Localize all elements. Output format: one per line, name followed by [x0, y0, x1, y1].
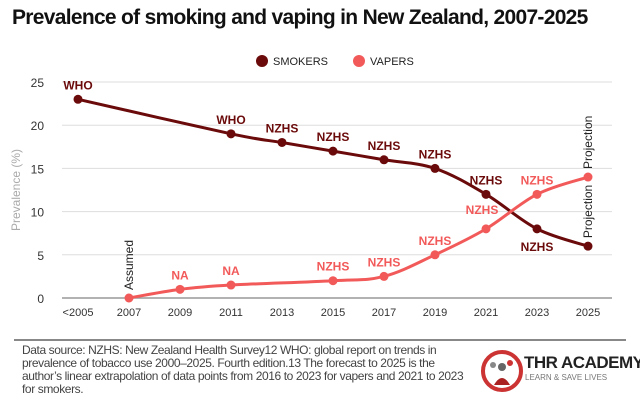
- data-point: [430, 250, 440, 260]
- data-point: [226, 129, 236, 139]
- x-tick-label: 2023: [525, 307, 549, 319]
- point-label: NZHS: [266, 121, 299, 135]
- y-tick-label: 15: [31, 162, 45, 176]
- data-point: [328, 276, 338, 286]
- y-axis-label: Prevalence (%): [9, 149, 23, 231]
- data-point: [481, 189, 491, 199]
- x-tick-label: 2017: [372, 307, 396, 319]
- y-tick-label: 20: [31, 119, 45, 133]
- point-label: WHO: [216, 113, 245, 127]
- x-tick-label: 2013: [270, 307, 294, 319]
- x-tick-label: 2019: [423, 307, 447, 319]
- x-tick-label: 2011: [219, 307, 243, 319]
- point-label: NZHS: [317, 260, 350, 274]
- chart-title: Prevalence of smoking and vaping in New …: [12, 6, 588, 29]
- logo-subtitle: LEARN & SAVE LIVES: [525, 373, 608, 382]
- data-point: [226, 280, 236, 290]
- point-label: NA: [171, 268, 189, 282]
- point-annotation: Assumed: [122, 240, 136, 290]
- point-label: NZHS: [521, 173, 554, 187]
- legend-marker: [256, 55, 268, 67]
- point-label: NZHS: [368, 139, 401, 153]
- source-note: Data source: NZHS: New Zealand Health Su…: [22, 343, 464, 396]
- y-tick-label: 0: [37, 292, 44, 306]
- divider: [14, 339, 626, 341]
- smokers-line: [77, 97, 589, 248]
- data-point: [379, 271, 389, 281]
- x-tick-label: 2025: [576, 307, 600, 319]
- x-tick-label: 2007: [117, 307, 141, 319]
- legend-marker: [353, 55, 365, 67]
- x-tick-label: 2015: [321, 307, 345, 319]
- point-label: NZHS: [317, 130, 350, 144]
- y-tick-label: 10: [31, 206, 45, 220]
- data-point: [73, 94, 83, 104]
- data-point: [124, 293, 134, 303]
- point-annotation: Projection: [581, 116, 595, 169]
- data-point: [532, 189, 542, 199]
- thr-academy-logo: THR ACADEMY LEARN & SAVE LIVES: [480, 345, 640, 395]
- data-point: [379, 155, 389, 165]
- point-annotation: Projection: [581, 185, 595, 238]
- data-point: [430, 163, 440, 173]
- y-tick-label: 25: [31, 76, 45, 90]
- data-point: [481, 224, 491, 234]
- point-label: NZHS: [470, 173, 503, 187]
- logo-emblem-icon: [481, 350, 523, 392]
- point-label: NZHS: [419, 147, 452, 161]
- y-tick-label: 5: [37, 249, 44, 263]
- legend-label: SMOKERS: [273, 56, 328, 68]
- data-point: [583, 172, 593, 182]
- point-label: NZHS: [368, 255, 401, 269]
- x-tick-label: 2009: [168, 307, 192, 319]
- data-point: [583, 241, 593, 251]
- point-label: NZHS: [466, 203, 499, 217]
- point-label: NZHS: [521, 240, 554, 254]
- point-label: WHO: [63, 78, 92, 92]
- point-label: NA: [222, 264, 240, 278]
- logo-title: THR ACADEMY: [524, 353, 640, 372]
- data-point: [328, 146, 338, 156]
- data-point: [175, 284, 185, 294]
- point-label: NZHS: [419, 234, 452, 248]
- vapers-line: [128, 175, 589, 300]
- x-tick-label: <2005: [63, 307, 94, 319]
- data-point: [532, 224, 542, 234]
- legend-label: VAPERS: [370, 56, 414, 68]
- x-tick-label: 2021: [474, 307, 498, 319]
- data-point: [277, 137, 287, 147]
